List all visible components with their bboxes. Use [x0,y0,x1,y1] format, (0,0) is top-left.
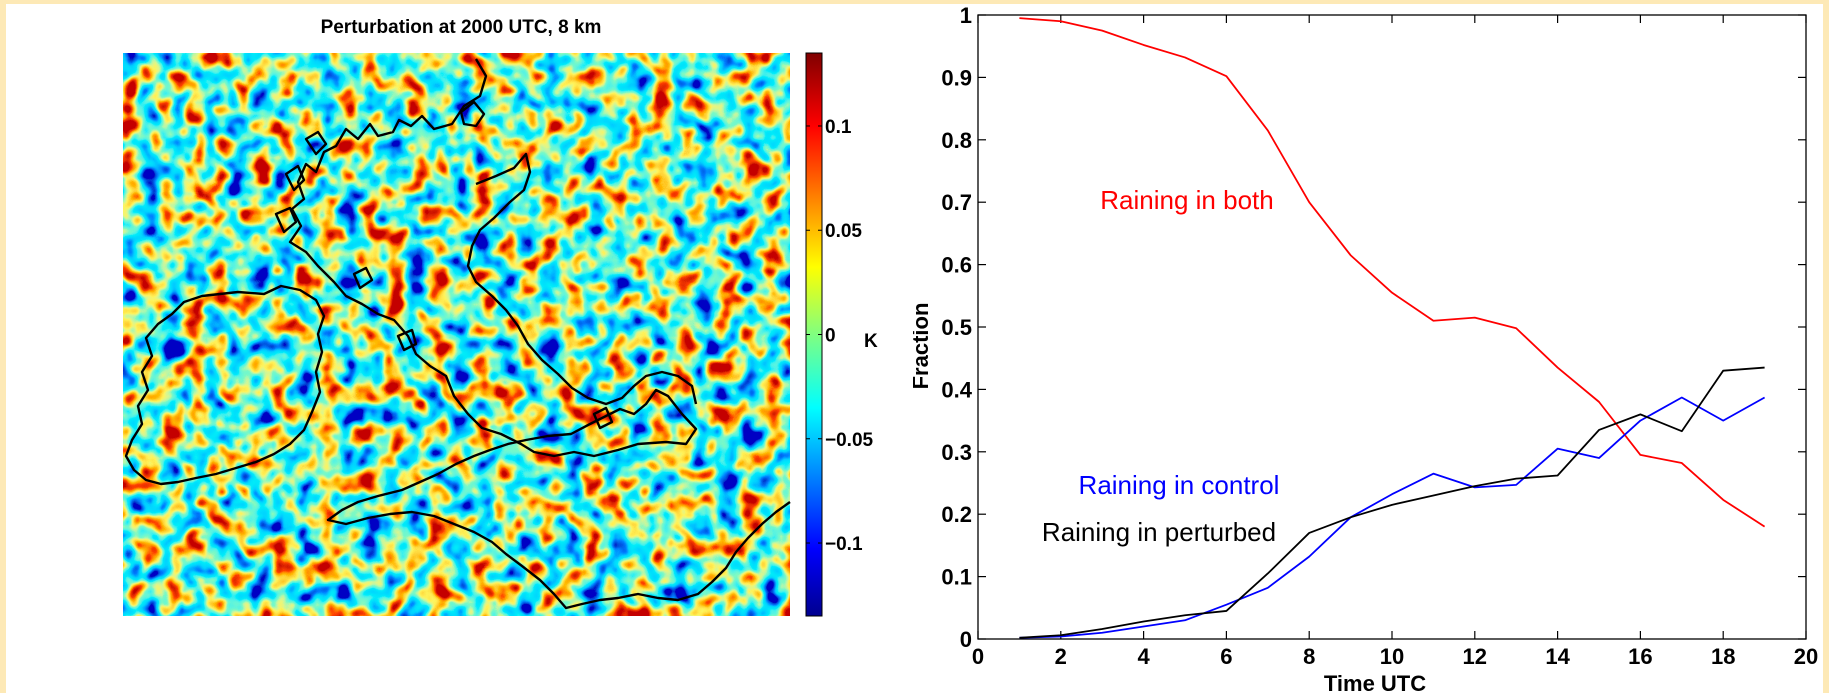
x-tick-label: 14 [1545,644,1570,669]
x-tick-label: 8 [1303,644,1315,669]
colorbar-tick-label: 0.1 [825,117,852,138]
series-label-raining-in-perturbed: Raining in perturbed [1042,517,1276,547]
colorbar-tick-label: −0.1 [825,534,863,555]
series-line-raining-in-control [1019,396,1766,639]
map-panel: Perturbation at 2000 UTC, 8 km [6,4,913,693]
y-tick-label: 0.5 [941,315,972,340]
y-tick-label: 0.1 [941,565,972,590]
colorbar-tick-label: 0 [825,326,836,347]
svg-text:Time UTC: Time UTC [1324,671,1426,693]
x-tick-label: 4 [1137,644,1150,669]
x-tick-label: 10 [1380,644,1404,669]
y-tick-label: 0.3 [941,440,972,465]
x-axis-label: Time UTC [1324,671,1426,693]
series-label-raining-in-control: Raining in control [1079,470,1280,500]
y-tick-label: 0.4 [941,377,972,402]
y-tick-label: 0.8 [941,128,972,153]
x-tick-label: 18 [1711,644,1735,669]
x-tick-label: 0 [972,644,984,669]
colorbar-tick-label: −0.05 [825,430,874,451]
series-line-raining-in-perturbed [1019,366,1765,639]
colorbar-unit: K [864,331,878,352]
y-axis-label: Fraction [913,303,933,390]
line-chart-panel: Time UTC Fraction 0 2 4 6 8 10 12 14 16 18 20 0 0.1 0… [913,4,1823,693]
x-tick-label: 6 [1220,644,1232,669]
svg-text:Fraction: Fraction [913,303,933,390]
x-tick-label: 2 [1055,644,1067,669]
series-line-raining-in-both [1019,17,1766,528]
y-tick-label: 0.9 [941,65,972,90]
x-tick-label: 12 [1463,644,1487,669]
colorbar-tick-label: 0.05 [825,221,862,242]
series-label-raining-in-both: Raining in both [1100,185,1273,215]
coastline [124,58,791,610]
x-tick-label: 16 [1628,644,1652,669]
y-tick-label: 0.7 [941,190,972,215]
line-chart: Time UTC Fraction 0 2 4 6 8 10 12 14 16 18 20 0 0.1 0… [913,4,1818,693]
x-tick-label: 20 [1794,644,1818,669]
y-tick-label: 0.6 [941,253,972,278]
colorbar: 0.1 0.05 0 −0.05 −0.1 K [805,52,878,617]
y-tick-label: 0.2 [941,502,972,527]
map-title: Perturbation at 2000 UTC, 8 km [321,17,602,38]
y-tick-label: 1 [960,4,972,28]
heatmap-field [123,53,790,616]
map-figure: Perturbation at 2000 UTC, 8 km [123,17,878,617]
y-tick-label: 0 [960,627,972,652]
